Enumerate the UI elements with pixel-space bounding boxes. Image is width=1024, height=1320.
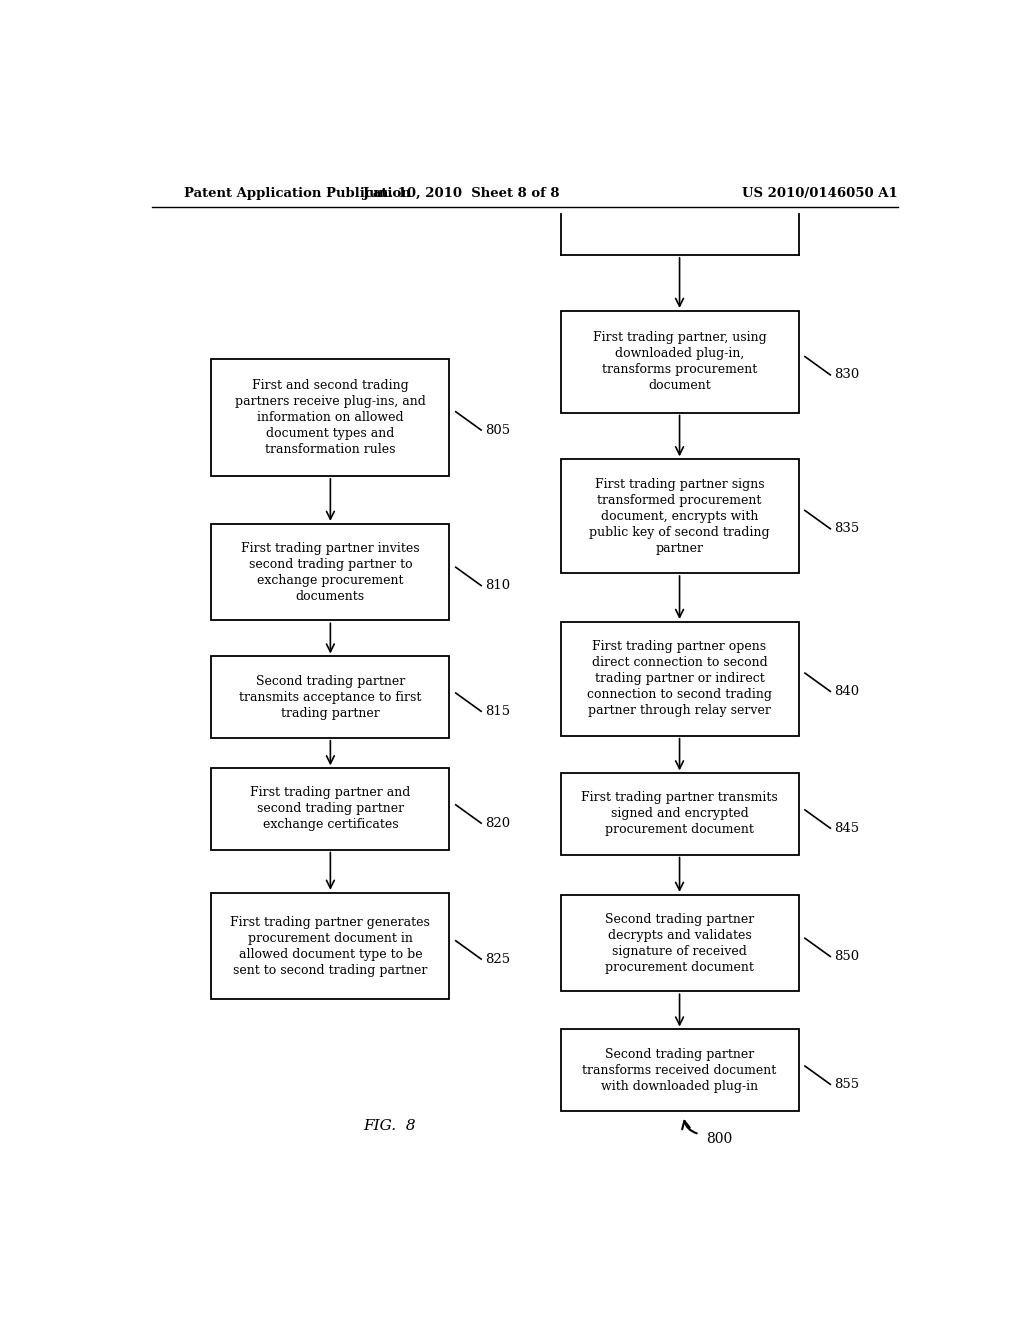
Text: 810: 810 — [485, 579, 510, 593]
Text: 820: 820 — [485, 817, 510, 830]
Text: 815: 815 — [485, 705, 510, 718]
Text: 855: 855 — [835, 1078, 859, 1090]
Bar — [211, 892, 450, 999]
Text: First trading partner, using
downloaded plug-in,
transforms procurement
document: First trading partner, using downloaded … — [593, 331, 766, 392]
Text: 835: 835 — [835, 523, 859, 536]
Text: First trading partner transmits
signed and encrypted
procurement document: First trading partner transmits signed a… — [582, 792, 778, 837]
Text: First and second trading
partners receive plug-ins, and
information on allowed
d: First and second trading partners receiv… — [234, 379, 426, 457]
Text: Patent Application Publication: Patent Application Publication — [183, 187, 411, 201]
Bar — [560, 312, 799, 412]
Text: 830: 830 — [835, 368, 859, 381]
Bar — [560, 895, 799, 991]
Bar — [560, 459, 799, 573]
Text: 800: 800 — [706, 1133, 732, 1146]
Text: 805: 805 — [485, 424, 510, 437]
Bar — [211, 524, 450, 620]
Text: Second trading partner
transforms received document
with downloaded plug-in: Second trading partner transforms receiv… — [583, 1048, 776, 1093]
Text: First trading partner opens
direct connection to second
trading partner or indir: First trading partner opens direct conne… — [587, 640, 772, 717]
Text: 840: 840 — [835, 685, 859, 698]
Bar — [211, 656, 450, 738]
Bar — [211, 768, 450, 850]
Bar — [211, 359, 450, 477]
Text: First trading partner signs
transformed procurement
document, encrypts with
publ: First trading partner signs transformed … — [589, 478, 770, 554]
Bar — [560, 622, 799, 735]
Text: Second trading partner
decrypts and validates
signature of received
procurement : Second trading partner decrypts and vali… — [605, 912, 755, 974]
Text: US 2010/0146050 A1: US 2010/0146050 A1 — [742, 187, 898, 201]
Text: 850: 850 — [835, 950, 859, 964]
Text: Jun. 10, 2010  Sheet 8 of 8: Jun. 10, 2010 Sheet 8 of 8 — [364, 187, 559, 201]
Text: 845: 845 — [835, 822, 859, 834]
Text: 825: 825 — [485, 953, 510, 965]
Bar — [560, 774, 799, 854]
Text: First trading partner invites
second trading partner to
exchange procurement
doc: First trading partner invites second tra… — [241, 541, 420, 602]
Text: Second trading partner
transmits acceptance to first
trading partner: Second trading partner transmits accepta… — [240, 675, 422, 719]
Text: First trading partner generates
procurement document in
allowed document type to: First trading partner generates procurem… — [230, 916, 430, 977]
Text: First trading partner and
second trading partner
exchange certificates: First trading partner and second trading… — [250, 787, 411, 832]
Bar — [560, 1030, 799, 1110]
Text: FIG.  8: FIG. 8 — [364, 1119, 416, 1133]
